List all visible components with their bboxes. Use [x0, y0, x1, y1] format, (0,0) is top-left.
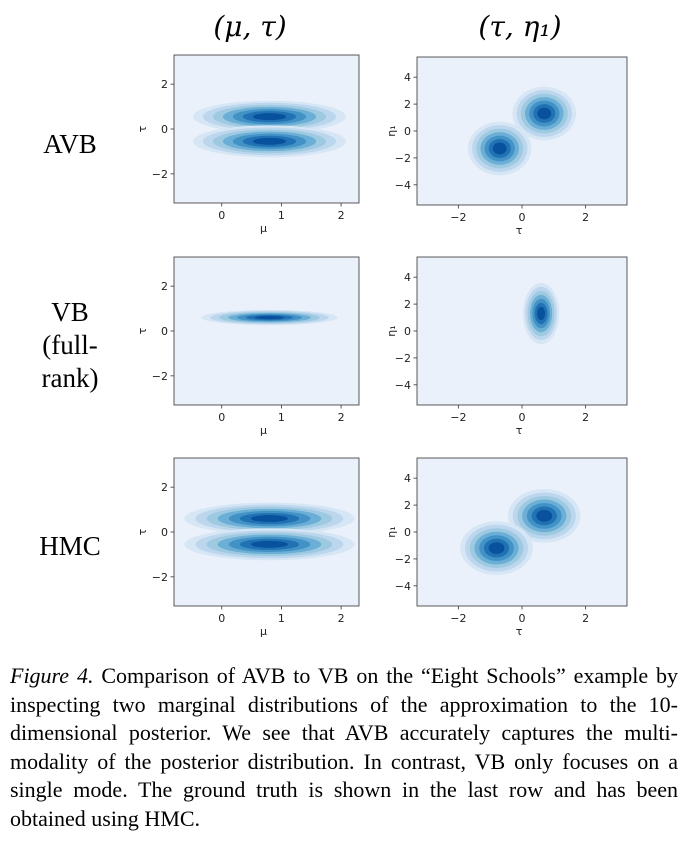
x-tick-label: 1 [278, 411, 285, 424]
y-tick-label: 4 [404, 472, 411, 485]
row-label-line: rank) [41, 363, 99, 393]
density-panel: −2 0 2 4 2 0 −2 −4 τ η₁ [385, 457, 628, 638]
y-tick-label: −4 [395, 179, 411, 192]
figure-label: Figure 4. [10, 663, 94, 688]
y-tick-label: −4 [395, 379, 411, 392]
x-axis-label: τ [516, 224, 523, 237]
y-tick-label: −2 [395, 553, 411, 566]
y-tick-label: −4 [395, 580, 411, 593]
x-tick-label: 2 [582, 211, 589, 224]
density-contour [488, 542, 505, 554]
plot-background [416, 256, 628, 406]
y-tick-label: 0 [161, 325, 168, 338]
y-tick-label: 2 [161, 280, 168, 293]
y-axis-label: τ [136, 125, 149, 132]
row-label-hmc: HMC [10, 530, 130, 563]
density-contour [492, 142, 507, 155]
y-tick-label: 0 [161, 123, 168, 136]
y-tick-label: 0 [161, 526, 168, 539]
density-contour [537, 107, 552, 120]
x-axis-label: μ [260, 625, 267, 638]
y-axis-label: τ [136, 327, 149, 334]
density-contour [250, 515, 289, 523]
x-tick-label: 0 [218, 209, 225, 222]
density-panel: 0 1 2 2 0 −2 μ τ [136, 54, 360, 235]
x-tick-label: 2 [338, 209, 345, 222]
y-tick-label: −2 [152, 168, 168, 181]
y-tick-label: 2 [404, 298, 411, 311]
x-tick-label: 2 [338, 411, 345, 424]
x-tick-label: 2 [582, 411, 589, 424]
y-axis-label: η₁ [385, 325, 398, 336]
density-contour [254, 315, 285, 320]
y-tick-label: 2 [161, 481, 168, 494]
figure-caption: Figure 4. Comparison of AVB to VB on the… [10, 662, 678, 833]
x-tick-label: −2 [450, 211, 466, 224]
row-label-avb: AVB [10, 128, 130, 161]
x-tick-label: 2 [338, 612, 345, 625]
y-tick-label: 0 [404, 325, 411, 338]
density-contour [252, 113, 287, 121]
caption-text: Comparison of AVB to VB on the “Eight Sc… [10, 663, 678, 831]
y-tick-label: 4 [404, 71, 411, 84]
y-axis-label: τ [136, 528, 149, 535]
x-tick-label: 0 [519, 211, 526, 224]
x-axis-label: μ [260, 424, 267, 437]
y-tick-label: −2 [152, 370, 168, 383]
row-label-line: VB [51, 297, 89, 327]
row-label-line: AVB [43, 129, 97, 159]
x-axis-label: μ [260, 222, 267, 235]
density-panel: −2 0 2 4 2 0 −2 −4 τ η₁ [385, 56, 628, 237]
column-title-tau-eta: (τ, η₁) [478, 10, 562, 43]
plot-background [173, 256, 360, 406]
x-tick-label: 0 [519, 612, 526, 625]
y-tick-label: 2 [404, 98, 411, 111]
density-contour [537, 306, 546, 321]
x-tick-label: 1 [278, 612, 285, 625]
y-tick-label: 2 [161, 78, 168, 91]
density-contour [250, 540, 289, 548]
density-contour [536, 510, 553, 522]
x-tick-label: 2 [582, 612, 589, 625]
density-panel: 0 1 2 2 0 −2 μ τ [136, 457, 360, 638]
x-tick-label: 0 [218, 612, 225, 625]
y-tick-label: −2 [395, 152, 411, 165]
x-tick-label: 0 [218, 411, 225, 424]
y-tick-label: −2 [395, 352, 411, 365]
row-label-line: (full- [42, 330, 98, 360]
x-axis-label: τ [516, 424, 523, 437]
x-axis-label: τ [516, 625, 523, 638]
density-contour [252, 137, 287, 145]
y-axis-label: η₁ [385, 526, 398, 537]
x-tick-label: −2 [450, 411, 466, 424]
x-tick-label: 1 [278, 209, 285, 222]
y-tick-label: 2 [404, 499, 411, 512]
y-tick-label: 0 [404, 125, 411, 138]
density-panel: 0 1 2 2 0 −2 μ τ [136, 256, 360, 437]
y-tick-label: 4 [404, 271, 411, 284]
y-axis-label: η₁ [385, 125, 398, 136]
column-title-mu-tau: (μ, τ) [213, 10, 287, 43]
row-label-vb: VB (full- rank) [10, 296, 130, 395]
x-tick-label: 0 [519, 411, 526, 424]
y-tick-label: −2 [152, 571, 168, 584]
y-tick-label: 0 [404, 526, 411, 539]
row-label-line: HMC [39, 531, 101, 561]
density-panel: −2 0 2 4 2 0 −2 −4 τ η₁ [385, 256, 628, 437]
x-tick-label: −2 [450, 612, 466, 625]
